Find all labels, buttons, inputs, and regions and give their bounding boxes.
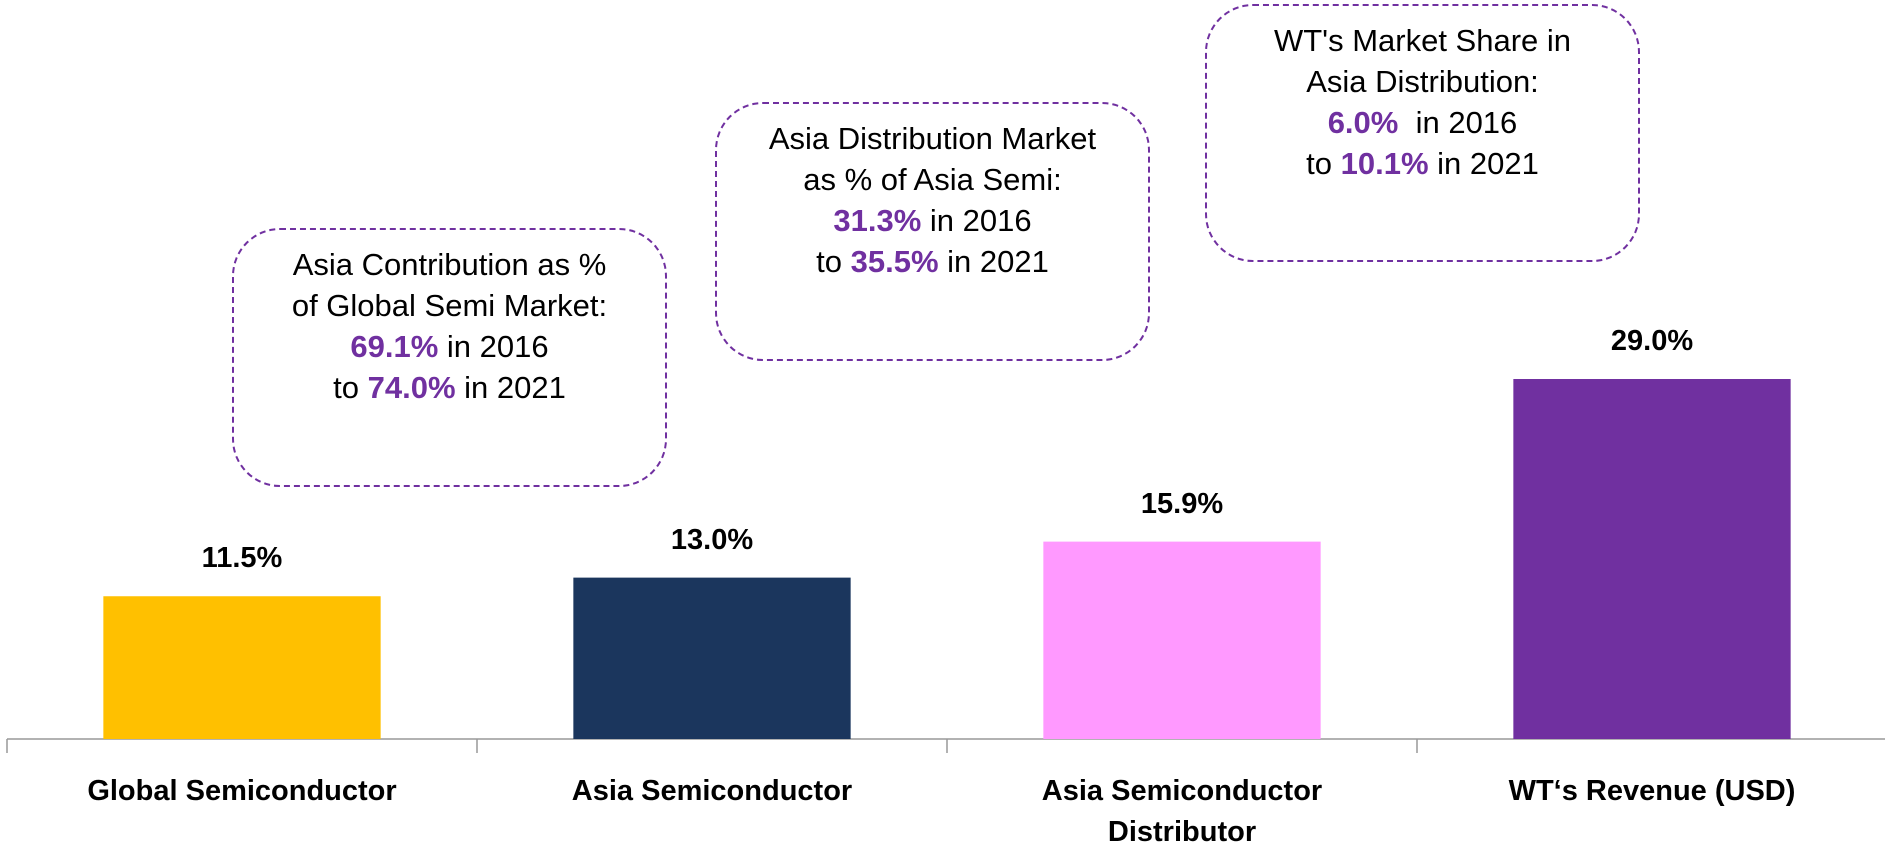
category-label: Asia Semiconductor Distributor bbox=[1041, 775, 1323, 848]
annotation-text: to bbox=[816, 244, 851, 279]
annotation-text: in 2016 bbox=[1398, 105, 1518, 140]
emphasis-text: 6.0% bbox=[1327, 105, 1399, 140]
emphasis-text: 74.0% bbox=[367, 370, 456, 405]
annotation-text: as % of Asia Semi: bbox=[803, 162, 1062, 197]
emphasis-text: 35.5% bbox=[850, 244, 939, 279]
annotation-line: as % of Asia Semi: bbox=[717, 159, 1148, 200]
annotation-box: WT's Market Share in Asia Distribution: 6.… bbox=[1205, 4, 1640, 262]
value-label: 29.0% bbox=[1610, 325, 1694, 357]
annotation-line: 69.1% in 2016 bbox=[234, 326, 665, 367]
value-label: 13.0% bbox=[670, 523, 754, 556]
annotation-text: of Global Semi Market: bbox=[291, 288, 608, 323]
bar bbox=[1043, 541, 1321, 739]
annotation-text: in 2021 bbox=[938, 244, 1049, 279]
annotation-text: in 2016 bbox=[438, 329, 549, 364]
annotation-text: Asia Contribution as % bbox=[292, 247, 607, 282]
emphasis-text: 69.1% bbox=[350, 329, 439, 364]
annotation-line: of Global Semi Market: bbox=[234, 285, 665, 326]
annotation-text: in 2021 bbox=[1428, 146, 1539, 181]
annotation-text: Asia Distribution Market bbox=[768, 121, 1097, 156]
category-label: Asia Semiconductor bbox=[571, 775, 853, 807]
annotation-box: Asia Distribution Market as % of Asia Sem… bbox=[715, 102, 1150, 361]
annotation-line: Asia Contribution as % bbox=[234, 244, 665, 285]
annotation-text: WT's Market Share in bbox=[1273, 23, 1572, 58]
annotation-text: in 2021 bbox=[455, 370, 566, 405]
emphasis-text: 31.3% bbox=[833, 203, 922, 238]
category-label: WT‘s Revenue (USD) bbox=[1508, 775, 1796, 807]
annotation-line: to 35.5% in 2021 bbox=[717, 241, 1148, 282]
annotation-line: WT's Market Share in bbox=[1207, 20, 1638, 61]
bar bbox=[1513, 379, 1791, 739]
bar bbox=[103, 596, 381, 739]
value-label: 11.5% bbox=[201, 542, 283, 575]
annotation-line: 31.3% in 2016 bbox=[717, 200, 1148, 241]
value-label: 15.9% bbox=[1140, 487, 1224, 520]
annotation-line: 6.0% in 2016 bbox=[1207, 102, 1638, 143]
annotation-line: Asia Distribution: bbox=[1207, 61, 1638, 102]
annotation-text: in 2016 bbox=[921, 203, 1032, 238]
annotation-text: to bbox=[1306, 146, 1341, 181]
bar bbox=[573, 577, 851, 739]
annotation-text: to bbox=[333, 370, 368, 405]
annotation-line: to 74.0% in 2021 bbox=[234, 367, 665, 408]
emphasis-text: 10.1% bbox=[1340, 146, 1429, 181]
category-label: Global Semiconductor bbox=[87, 775, 397, 807]
annotation-line: to 10.1% in 2021 bbox=[1207, 143, 1638, 184]
annotation-text: Asia Distribution: bbox=[1306, 64, 1539, 99]
annotation-line: Asia Distribution Market bbox=[717, 118, 1148, 159]
annotation-box: Asia Contribution as % of Global Semi Mar… bbox=[232, 228, 667, 487]
